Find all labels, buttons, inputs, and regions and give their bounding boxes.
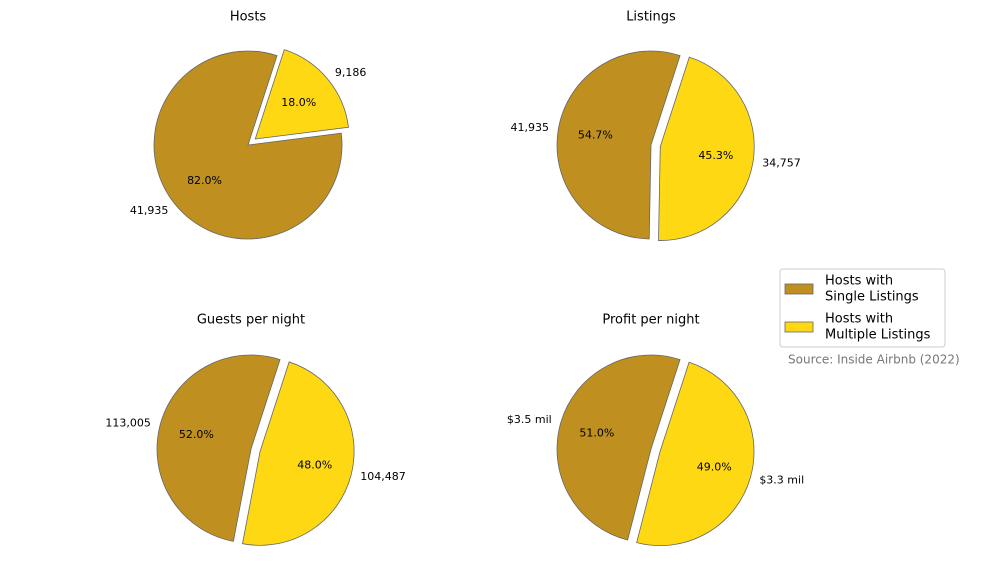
count-label: 9,186 [335, 66, 367, 79]
chart-title: Listings [626, 10, 676, 25]
pie-slice [254, 49, 349, 140]
count-label: 104,487 [360, 470, 406, 483]
percent-label: 48.0% [297, 458, 332, 471]
percent-label: 45.3% [698, 149, 733, 162]
percent-label: 82.0% [187, 174, 222, 187]
count-label: 41,935 [130, 204, 169, 217]
legend-label: Hosts with [825, 312, 893, 327]
legend-label: Multiple Listings [825, 328, 931, 343]
count-label: 41,935 [511, 121, 550, 134]
pie-slice [556, 354, 681, 541]
pie-slice [636, 361, 755, 547]
percent-label: 51.0% [579, 426, 614, 439]
legend-box [779, 268, 946, 348]
legend-swatch [784, 283, 814, 295]
source-note: Source: Inside Airbnb (2022) [788, 353, 960, 367]
count-label: 113,005 [105, 416, 151, 429]
pie-slice [658, 56, 755, 241]
chart-title: Profit per night [602, 313, 699, 328]
count-label: 34,757 [762, 157, 801, 170]
pie-slice [156, 354, 281, 542]
count-label: $3.5 mil [507, 413, 552, 426]
legend-label: Hosts with [825, 274, 893, 289]
count-label: $3.3 mil [759, 473, 804, 486]
chart-title: Hosts [230, 10, 267, 25]
percent-label: 49.0% [697, 460, 732, 473]
percent-label: 18.0% [281, 96, 316, 109]
chart-title: Guests per night [197, 313, 305, 328]
percent-label: 54.7% [578, 129, 613, 142]
percent-label: 52.0% [179, 428, 214, 441]
pie-slice [242, 361, 355, 546]
pie-slice [556, 50, 681, 240]
pie-slice [153, 50, 343, 240]
legend-swatch [784, 321, 814, 333]
legend-label: Single Listings [825, 290, 919, 305]
